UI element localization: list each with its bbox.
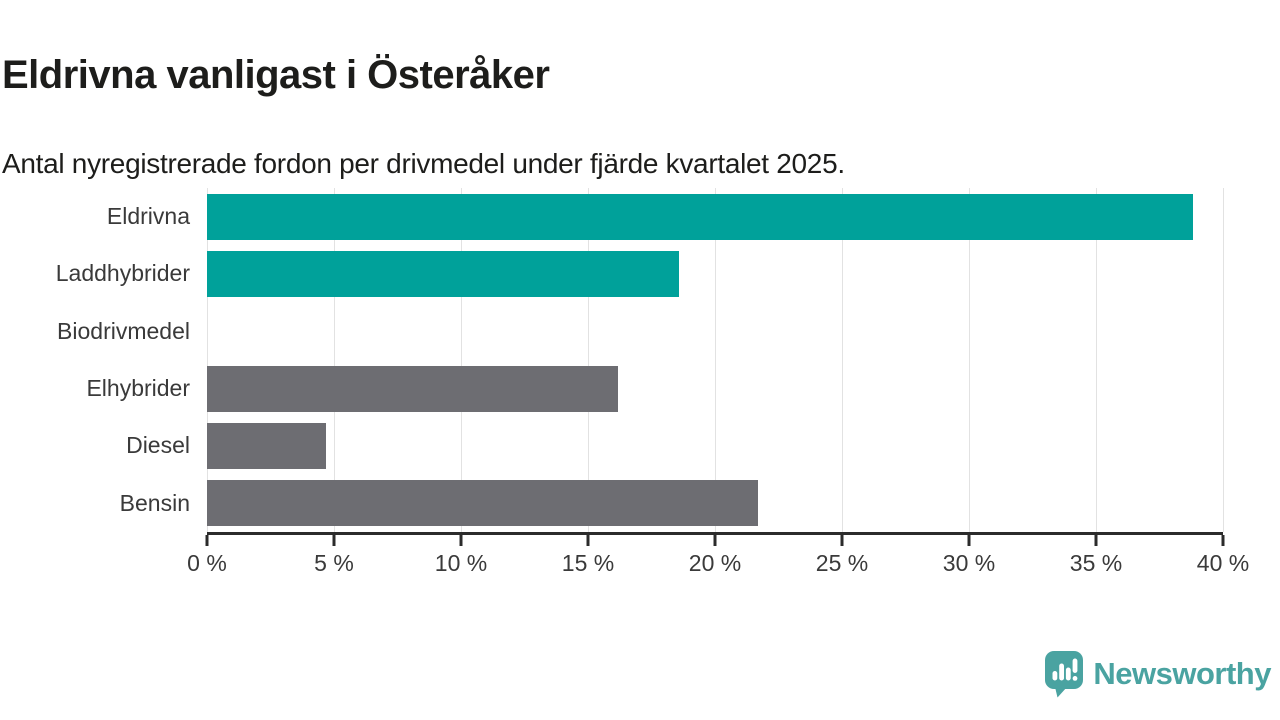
axis-tick [332,535,336,546]
axis-tick-label: 40 % [1196,550,1250,576]
category-label: Diesel [126,432,190,459]
category-label: Elhybrider [86,375,190,402]
axis-tick-label: 30 % [942,550,996,576]
axis-tick-label: 5 % [314,550,354,576]
newsworthy-wordmark: Newsworthy [1093,656,1271,691]
bar-row: Laddhybrider [56,245,1223,302]
gridline [969,188,970,532]
axis-tick [459,535,463,546]
gridline [588,188,589,532]
gridline [842,188,843,532]
gridline [334,188,335,532]
gridline [1096,188,1097,532]
axis-tick-label: 15 % [561,550,615,576]
axis-tick [840,535,844,546]
category-label: Biodrivmedel [57,317,190,344]
axis-tick [586,535,590,546]
gridline [715,188,716,532]
axis-tick [1221,535,1225,546]
bar-rows: Eldrivna Laddhybrider Biodrivmedel Elhybrid… [56,188,1223,532]
gridline [207,188,208,532]
axis-tick [1094,535,1098,546]
axis-tick-label: 0 % [187,550,227,576]
bar [207,193,1193,240]
axis-tick-label: 35 % [1069,550,1123,576]
axis-tick [967,535,971,546]
bar-row: Elhybrider [86,360,1223,417]
bar-row: Biodrivmedel [57,303,1223,360]
bar [207,365,619,412]
axis-tick-label: 20 % [688,550,742,576]
bar [207,422,327,469]
bar [207,480,759,527]
bar-row: Bensin [120,475,1223,532]
category-label: Laddhybrider [55,260,190,287]
axis-tick-label: 10 % [434,550,488,576]
bar [207,250,680,297]
newsworthy-logo: Newsworthy [1044,650,1271,698]
newsworthy-bubble-chart-icon [1045,651,1084,698]
gridline [461,188,462,532]
page-subtitle: Antal nyregistrerade fordon per drivmede… [2,148,845,179]
axis-tick-label: 25 % [815,550,869,576]
bar-row: Diesel [126,417,1223,474]
axis-tick [713,535,717,546]
page-title: Eldrivna vanligast i Österåker [2,52,550,97]
plot-area: Eldrivna Laddhybrider Biodrivmedel Elhybrid… [56,188,1224,535]
axis-tick [205,535,209,546]
x-axis: 0 % 5 % 10 % 15 % 20 % 25 % 30 % 35 % 40 % [187,535,1249,585]
bar-row: Eldrivna [107,188,1223,245]
category-label: Bensin [119,489,190,516]
gridline [1223,188,1224,532]
category-label: Eldrivna [106,203,190,230]
